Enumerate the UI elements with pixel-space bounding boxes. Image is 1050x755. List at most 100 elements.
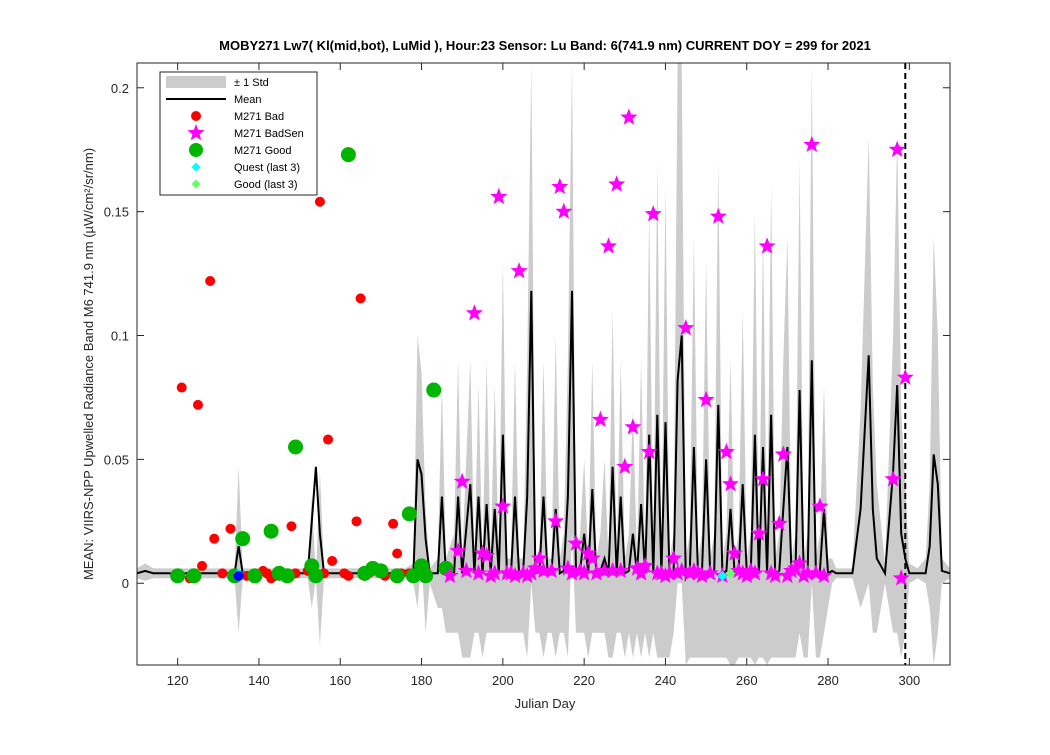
badsen-point (506, 566, 524, 584)
badsen-point (673, 561, 691, 579)
badsen-point (892, 569, 910, 586)
chart-title: MOBY271 Lw7( Kl(mid,bot), LuMid ), Hour:… (219, 38, 871, 53)
bad-point (343, 570, 354, 581)
badsen-point (530, 549, 548, 566)
badsen-point (799, 564, 817, 581)
bad-point (327, 555, 338, 566)
badsen-point (559, 559, 577, 576)
badsen-point (604, 561, 622, 579)
plot-layer (137, 63, 950, 665)
badsen-point (774, 445, 792, 462)
good-point (279, 568, 295, 584)
badsen-point (547, 512, 565, 529)
badsen-point (896, 368, 914, 385)
bad-point (192, 399, 203, 410)
badsen-point (612, 561, 630, 579)
y-tick-label: 0.15 (104, 205, 129, 220)
bad-point (388, 518, 399, 529)
y-tick-label: 0 (122, 576, 129, 591)
badsen-point (811, 497, 829, 514)
badsen-point (474, 544, 492, 561)
badsen-point (563, 564, 581, 581)
legend-label: M271 Good (234, 145, 291, 157)
good-point (170, 568, 186, 584)
badsen-point (758, 237, 776, 254)
badsen-point (669, 564, 687, 581)
badsen-point (636, 556, 654, 574)
x-tick-label: 220 (573, 673, 595, 688)
bad-point (205, 276, 216, 287)
good-point (340, 147, 356, 163)
bad-point (323, 434, 334, 445)
good-point (389, 568, 405, 584)
badsen-point (697, 390, 715, 408)
badsen-point (770, 514, 788, 532)
badsen-point (608, 175, 626, 192)
badsen-point (587, 564, 605, 581)
good-last3-point (725, 568, 736, 579)
badsen-point (665, 549, 683, 566)
x-tick-label: 180 (411, 673, 433, 688)
badsen-point (652, 564, 670, 581)
legend-swatch-diamond (191, 162, 201, 172)
good-point (405, 568, 421, 584)
std-band (137, 63, 950, 665)
legend-swatch-good (189, 143, 203, 157)
badsen-point (803, 135, 821, 152)
bad-point (176, 382, 187, 393)
good-point (373, 563, 389, 579)
badsen-point (526, 559, 544, 576)
badsen-point (510, 262, 528, 279)
badsen-point (884, 470, 902, 487)
legend-box (159, 71, 318, 196)
x-tick-label: 240 (655, 673, 677, 688)
badsen-point (693, 566, 711, 584)
badsen-point (661, 564, 679, 581)
axes-box (136, 62, 951, 666)
y-axis-label: MEAN: VIIRS-NPP Upwelled Radiance Band M… (81, 148, 96, 580)
badsen-point (624, 418, 642, 435)
badsen-point (482, 566, 500, 584)
badsen-point (709, 207, 727, 224)
bad-point (209, 533, 220, 544)
badsen-point (717, 442, 735, 460)
badsen-point (490, 187, 508, 205)
badsen-point (514, 564, 532, 581)
badsen-point (567, 534, 585, 551)
badsen-point (543, 561, 561, 579)
plot-content (137, 63, 950, 665)
badsen-point (726, 544, 744, 561)
badsen-point (449, 542, 467, 559)
legend-label: M271 BadSen (234, 128, 304, 140)
legend-swatch-badsen (187, 124, 205, 141)
badsen-point (754, 470, 772, 487)
badsen-point (518, 566, 536, 584)
badsen-point (807, 564, 825, 581)
good-point (426, 382, 442, 398)
badsen-point (742, 561, 760, 579)
legend-swatch-bad (191, 111, 201, 121)
badsen-point (888, 140, 906, 157)
good-point (401, 506, 417, 522)
badsen-point (494, 497, 512, 514)
x-tick-label: 140 (248, 673, 270, 688)
badsen-point (815, 566, 833, 584)
badsen-point (628, 559, 646, 576)
y-tick-label: 0.2 (111, 81, 129, 96)
badsen-point (795, 566, 813, 584)
x-tick-label: 120 (167, 673, 189, 688)
good-point (418, 568, 434, 584)
good-point (247, 568, 263, 584)
badsen-point (681, 564, 699, 581)
badsen-point (644, 205, 662, 222)
good-point (308, 568, 324, 584)
badsen-point (600, 237, 618, 254)
legend-swatch-std (166, 76, 226, 88)
badsen-point (591, 410, 609, 427)
x-tick-label: 280 (817, 673, 839, 688)
legend-label: Quest (last 3) (234, 162, 300, 174)
badsen-point (689, 564, 707, 581)
legend-label: Good (last 3) (234, 179, 298, 191)
x-tick-label: 300 (898, 673, 920, 688)
